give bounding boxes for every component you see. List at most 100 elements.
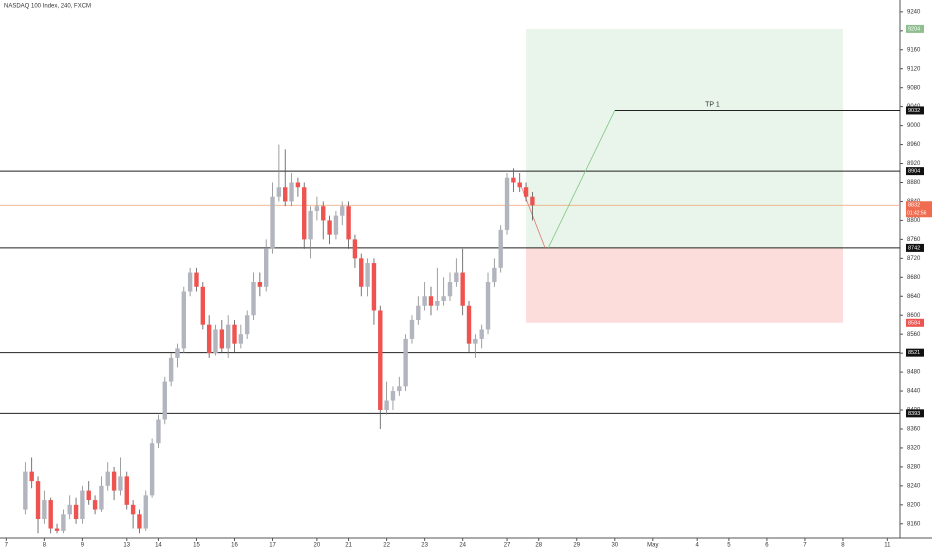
- y-tick-label: 8760: [907, 237, 921, 243]
- countdown: 01:42:56: [907, 211, 927, 217]
- x-tick-label: 27: [504, 543, 511, 549]
- candle-body: [35, 481, 41, 520]
- y-tick-label: 8920: [907, 161, 921, 167]
- candle-body: [67, 504, 72, 515]
- stop-zone: [526, 247, 843, 323]
- candle-body: [504, 177, 510, 230]
- candle-body: [302, 187, 307, 240]
- candle-body: [466, 305, 472, 344]
- level-label: 8742: [908, 245, 920, 251]
- candle-body: [194, 272, 199, 287]
- candle-body: [175, 348, 180, 358]
- candle-body: [251, 282, 256, 316]
- candle-body: [232, 324, 237, 344]
- candle-body: [308, 210, 313, 240]
- tp-label: TP 1: [705, 101, 720, 108]
- candle-body: [244, 315, 250, 335]
- candle-body: [333, 215, 339, 235]
- candle-body: [111, 471, 117, 491]
- y-tick-label: 9160: [907, 47, 921, 53]
- level-tag: [906, 243, 924, 252]
- candle-body: [61, 514, 66, 531]
- candle-body: [359, 258, 364, 287]
- candle-body: [327, 220, 332, 235]
- candle-body: [73, 504, 79, 520]
- x-tick-label: 4: [696, 543, 700, 549]
- candle-body: [403, 338, 408, 387]
- y-tick-label: 9080: [907, 85, 921, 91]
- candle-body: [454, 272, 459, 283]
- y-tick-label: 9000: [907, 123, 921, 129]
- level-label: 8521: [908, 350, 920, 356]
- x-tick-label: 30: [611, 543, 618, 549]
- last-price-tag: [906, 201, 932, 218]
- candle-body: [162, 381, 167, 420]
- candle-body: [149, 443, 155, 496]
- tp-tag: [906, 106, 924, 115]
- candle-body: [409, 319, 415, 339]
- candle-body: [441, 296, 446, 301]
- candle-body: [530, 196, 535, 206]
- candle-body: [422, 296, 427, 306]
- y-tick-label: 8600: [907, 313, 921, 319]
- stop-tag: [906, 318, 924, 327]
- candle-body: [137, 514, 142, 529]
- x-tick-label: 28: [535, 543, 542, 549]
- candle-body: [276, 187, 282, 197]
- level-label: 8393: [908, 411, 920, 417]
- candle-body: [80, 490, 85, 520]
- candle-body: [187, 272, 193, 292]
- y-tick-label: 8480: [907, 370, 921, 376]
- target-label: 9204: [908, 26, 920, 32]
- y-tick-label: 9120: [907, 66, 921, 72]
- candle-body: [168, 357, 174, 382]
- candle-body: [321, 206, 326, 221]
- x-tick-label: 20: [314, 543, 321, 549]
- level-tag: [906, 167, 924, 176]
- last-price-label: 8832: [908, 203, 920, 209]
- candle-body: [54, 528, 60, 531]
- candle-body: [283, 187, 288, 202]
- candle-body: [156, 419, 161, 444]
- candle-body: [397, 386, 402, 392]
- candle-body: [416, 305, 421, 320]
- candle-body: [473, 338, 478, 344]
- x-tick-label: 8: [43, 543, 47, 549]
- x-tick-label: 23: [421, 543, 428, 549]
- y-tick-label: 8360: [907, 427, 921, 433]
- candle-body: [86, 490, 91, 501]
- candle-body: [238, 334, 244, 344]
- candle-body: [346, 206, 351, 240]
- x-tick-label: 15: [193, 543, 200, 549]
- candle-body: [42, 500, 47, 520]
- candle-body: [263, 248, 269, 287]
- candle-body: [213, 329, 218, 354]
- candle-body: [105, 471, 110, 486]
- y-tick-label: 8200: [907, 502, 921, 508]
- x-tick-label: 8: [841, 543, 845, 549]
- candle-body: [48, 500, 53, 529]
- candle-body: [485, 282, 491, 330]
- candle-body: [225, 324, 231, 349]
- candle-body: [143, 495, 148, 529]
- y-tick-label: 8160: [907, 521, 921, 527]
- candle-body: [378, 310, 383, 411]
- x-tick-label: 16: [231, 543, 238, 549]
- candle-body: [352, 239, 358, 259]
- candle-body: [118, 476, 123, 491]
- candle-body: [479, 329, 484, 339]
- x-tick-label: May: [647, 543, 658, 549]
- candle-body: [523, 187, 529, 197]
- x-tick-label: 21: [345, 543, 352, 549]
- candle-body: [219, 329, 225, 349]
- candle-body: [498, 229, 503, 268]
- x-tick-label: 17: [269, 543, 276, 549]
- candle-body: [92, 500, 98, 510]
- x-tick-label: 22: [383, 543, 390, 549]
- candle-body: [23, 471, 28, 510]
- y-tick-label: 8720: [907, 256, 921, 262]
- y-tick-label: 8560: [907, 332, 921, 338]
- y-tick-label: 8320: [907, 446, 921, 452]
- chart-title: NASDAQ 100 Index, 240, FXCM: [4, 4, 91, 10]
